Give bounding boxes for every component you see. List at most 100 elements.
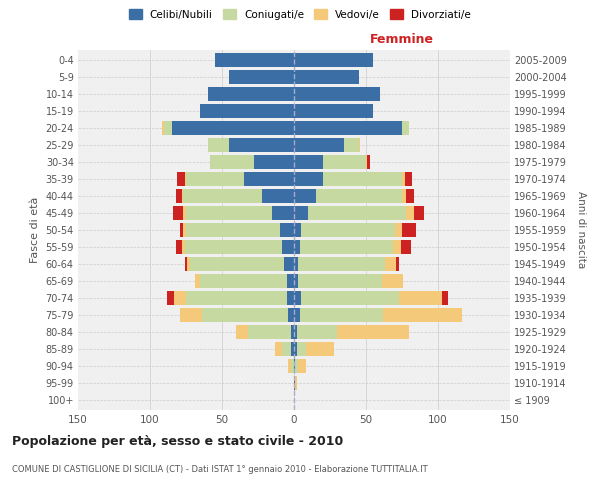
Bar bbox=[294, 70, 359, 84]
Bar bbox=[172, 121, 294, 135]
Bar bbox=[294, 172, 405, 186]
Bar bbox=[294, 308, 383, 322]
Bar bbox=[215, 53, 294, 67]
Bar bbox=[182, 240, 294, 254]
Bar bbox=[161, 121, 294, 135]
Bar bbox=[164, 121, 294, 135]
Bar bbox=[294, 240, 410, 254]
Bar bbox=[176, 189, 294, 203]
Bar bbox=[294, 138, 359, 152]
Bar bbox=[208, 87, 294, 101]
Bar bbox=[288, 359, 294, 373]
Bar bbox=[287, 274, 294, 288]
Bar bbox=[229, 70, 294, 84]
Bar bbox=[294, 138, 360, 152]
Bar bbox=[287, 291, 294, 305]
Bar bbox=[294, 104, 373, 118]
Bar bbox=[294, 342, 334, 356]
Bar bbox=[294, 291, 301, 305]
Bar bbox=[294, 257, 399, 271]
Bar bbox=[211, 155, 294, 169]
Bar bbox=[208, 87, 294, 101]
Bar bbox=[294, 87, 380, 101]
Bar bbox=[173, 206, 294, 220]
Bar bbox=[294, 359, 298, 373]
Bar bbox=[294, 274, 403, 288]
Bar bbox=[272, 206, 294, 220]
Bar bbox=[294, 325, 337, 339]
Bar bbox=[229, 138, 294, 152]
Bar bbox=[294, 257, 396, 271]
Bar bbox=[200, 104, 294, 118]
Bar bbox=[236, 325, 294, 339]
Bar bbox=[294, 87, 380, 101]
Y-axis label: Fasce di età: Fasce di età bbox=[30, 197, 40, 263]
Bar bbox=[294, 206, 424, 220]
Bar bbox=[294, 53, 373, 67]
Bar bbox=[294, 206, 308, 220]
Bar bbox=[291, 342, 294, 356]
Bar bbox=[294, 325, 297, 339]
Bar bbox=[275, 342, 294, 356]
Bar bbox=[236, 325, 294, 339]
Bar bbox=[284, 257, 294, 271]
Bar bbox=[294, 172, 402, 186]
Bar bbox=[294, 257, 298, 271]
Bar bbox=[294, 87, 380, 101]
Bar bbox=[254, 155, 294, 169]
Bar bbox=[215, 53, 294, 67]
Bar bbox=[186, 291, 294, 305]
Bar bbox=[185, 172, 294, 186]
Bar bbox=[294, 104, 373, 118]
Bar bbox=[294, 155, 323, 169]
Bar bbox=[275, 342, 294, 356]
Bar bbox=[294, 206, 413, 220]
Bar bbox=[194, 274, 294, 288]
Bar bbox=[294, 121, 402, 135]
Bar bbox=[294, 121, 409, 135]
Bar bbox=[161, 121, 294, 135]
Bar bbox=[294, 70, 359, 84]
Bar bbox=[294, 138, 360, 152]
Bar bbox=[294, 121, 409, 135]
Bar bbox=[185, 240, 294, 254]
Bar bbox=[294, 223, 395, 237]
Bar bbox=[294, 342, 305, 356]
Bar bbox=[294, 240, 300, 254]
Bar bbox=[294, 240, 394, 254]
Bar bbox=[215, 53, 294, 67]
Bar bbox=[280, 223, 294, 237]
Bar bbox=[294, 172, 412, 186]
Bar bbox=[291, 325, 294, 339]
Bar bbox=[294, 359, 305, 373]
Bar bbox=[186, 223, 294, 237]
Bar bbox=[294, 155, 366, 169]
Bar bbox=[294, 189, 406, 203]
Bar bbox=[294, 308, 300, 322]
Bar bbox=[294, 376, 297, 390]
Bar bbox=[167, 291, 294, 305]
Bar bbox=[283, 240, 294, 254]
Bar bbox=[283, 342, 294, 356]
Bar bbox=[294, 70, 359, 84]
Bar bbox=[294, 104, 373, 118]
Bar bbox=[294, 121, 409, 135]
Bar bbox=[294, 53, 373, 67]
Bar bbox=[176, 240, 294, 254]
Bar bbox=[294, 274, 403, 288]
Bar bbox=[200, 274, 294, 288]
Bar bbox=[180, 308, 294, 322]
Bar bbox=[208, 138, 294, 152]
Y-axis label: Anni di nascita: Anni di nascita bbox=[577, 192, 586, 268]
Bar bbox=[294, 189, 316, 203]
Bar bbox=[183, 206, 294, 220]
Bar bbox=[294, 53, 373, 67]
Bar bbox=[294, 104, 373, 118]
Bar bbox=[208, 87, 294, 101]
Bar bbox=[294, 376, 297, 390]
Bar bbox=[294, 240, 401, 254]
Bar bbox=[294, 138, 344, 152]
Bar bbox=[190, 257, 294, 271]
Bar bbox=[288, 359, 294, 373]
Bar bbox=[294, 70, 359, 84]
